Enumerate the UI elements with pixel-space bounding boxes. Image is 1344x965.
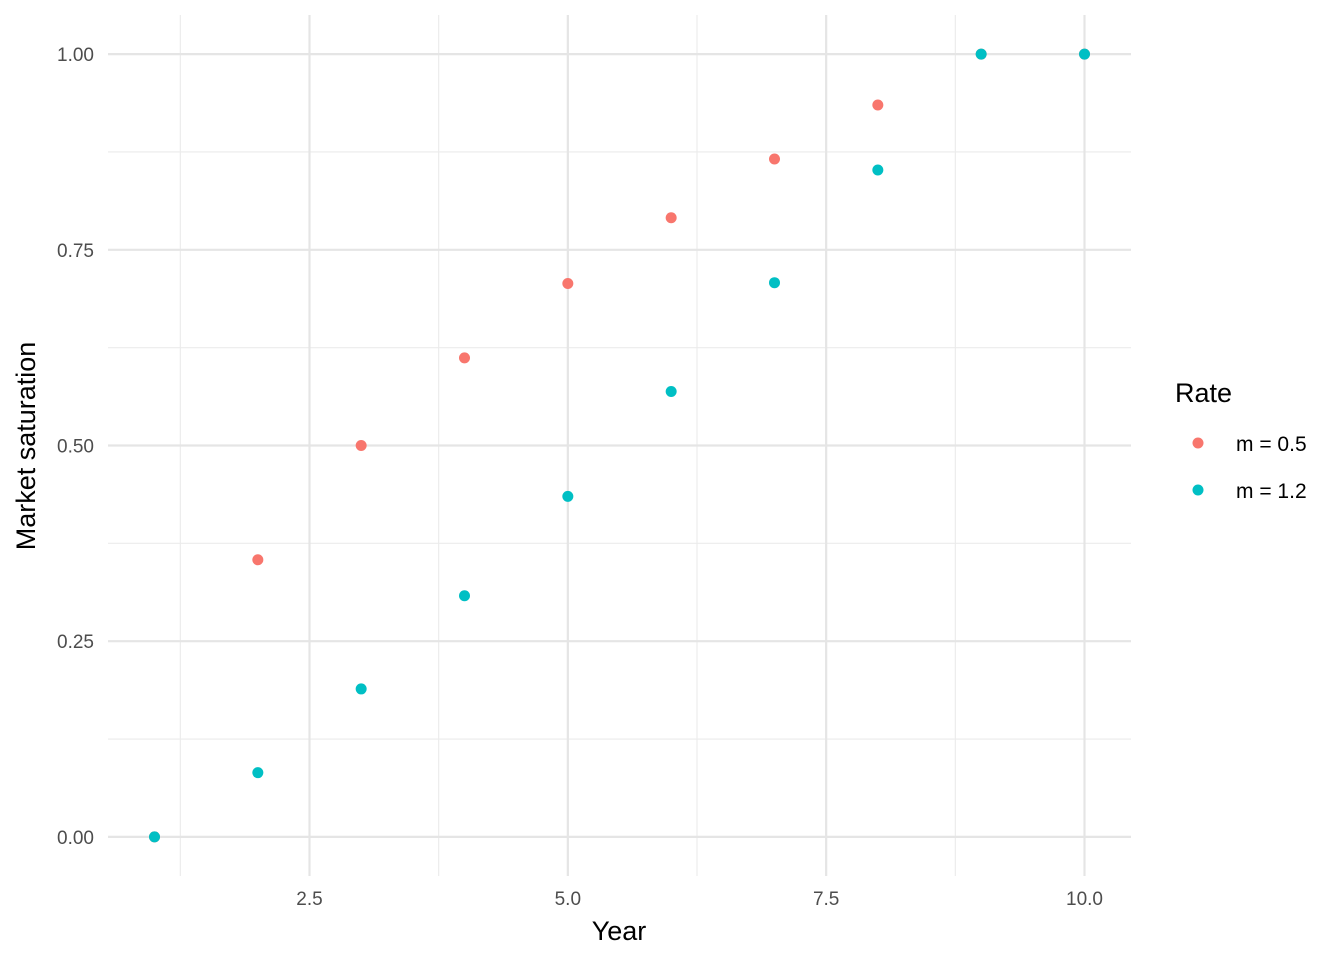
x-tick-label: 7.5 — [813, 889, 839, 910]
y-axis-label: Market saturation — [11, 342, 41, 551]
data-point — [665, 385, 677, 397]
x-tick-label: 5.0 — [555, 889, 581, 910]
x-tick-label: 2.5 — [296, 889, 322, 910]
data-point — [252, 767, 264, 779]
data-point — [252, 554, 264, 566]
data-point — [459, 590, 470, 602]
legend-key — [1192, 437, 1204, 449]
tick-labels: 2.5 5.0 7.5 10.0 0.00 0.25 0.50 0.75 1.00 — [57, 45, 1103, 910]
data-point — [665, 212, 677, 224]
legend-key — [1192, 484, 1204, 496]
grid — [108, 15, 1131, 876]
data-point — [1079, 48, 1090, 60]
legend-title: Rate — [1175, 378, 1232, 408]
legend-label: m = 1.2 — [1236, 480, 1307, 503]
x-axis-label: Year — [592, 916, 647, 946]
data-point — [459, 352, 470, 364]
x-tick-label: 10.0 — [1066, 889, 1103, 910]
data-point — [975, 48, 987, 60]
y-tick-label: 0.25 — [57, 632, 94, 653]
data-point — [872, 99, 884, 111]
data-point — [769, 153, 780, 165]
legend-label: m = 0.5 — [1236, 433, 1307, 456]
y-tick-label: 1.00 — [57, 45, 94, 66]
data-point — [355, 440, 367, 451]
legend: Rate m = 0.5 m = 1.2 — [1175, 378, 1307, 503]
y-tick-label: 0.75 — [57, 241, 94, 262]
y-tick-label: 0.50 — [57, 437, 94, 458]
y-tick-label: 0.00 — [57, 828, 94, 849]
data-point — [769, 277, 780, 289]
data-point — [149, 831, 160, 843]
data-point — [562, 277, 574, 289]
data-point — [562, 490, 574, 502]
data-point — [872, 164, 884, 176]
data-points — [149, 48, 1090, 843]
data-point — [355, 683, 367, 695]
